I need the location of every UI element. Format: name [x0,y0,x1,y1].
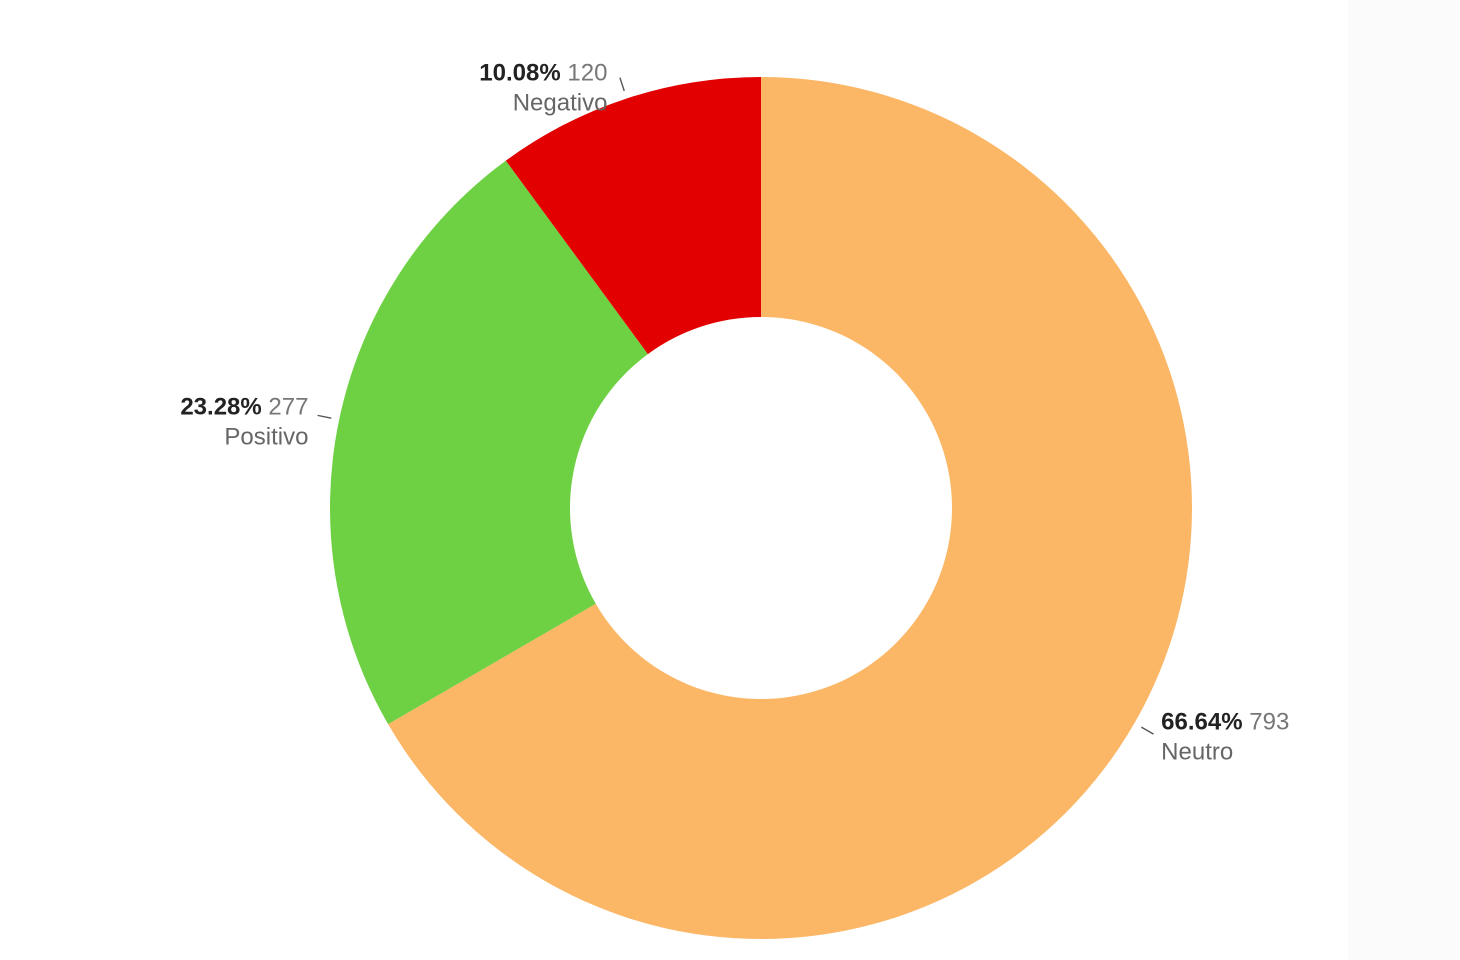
background-edge-strip [1348,0,1460,960]
slice-neutro [388,77,1192,939]
slice-category-label-negativo: Negativo [513,89,608,116]
slice-category-label-neutro: Neutro [1161,739,1233,766]
slice-category-label-positivo: Positivo [224,423,308,450]
slice-percent: 10.08% [479,59,560,86]
slice-count: 277 [262,393,309,420]
slice-value-label-positivo: 23.28% 277 [180,393,308,420]
slice-labels: 66.64% 793 Neutro 23.28% 277 Positivo 10.08%… [180,59,1289,765]
leader-line-negativo [619,77,625,92]
slice-value-label-neutro: 66.64% 793 [1161,709,1289,736]
slice-percent: 66.64% [1161,709,1242,736]
slice-value-label-negativo: 10.08% 120 [479,59,607,86]
slice-count: 793 [1243,709,1290,736]
leader-line-neutro [1141,726,1154,735]
slice-negativo [505,77,761,355]
slice-percent: 23.28% [180,393,261,420]
donut-slices [330,77,1192,939]
leader-line-positivo [317,414,332,419]
slice-positivo [330,160,648,725]
slice-count: 120 [561,59,608,86]
